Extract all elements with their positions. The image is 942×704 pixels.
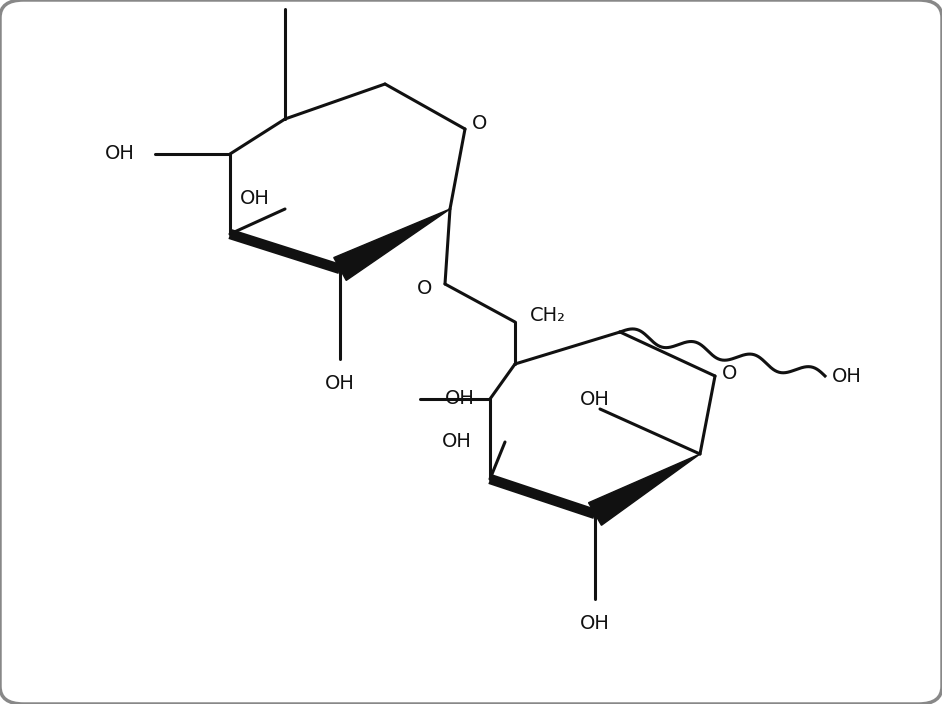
Polygon shape bbox=[333, 209, 450, 280]
Text: O: O bbox=[722, 365, 738, 384]
Text: OH: OH bbox=[832, 367, 862, 386]
Text: OH: OH bbox=[446, 389, 475, 408]
Text: OH: OH bbox=[325, 374, 355, 393]
Polygon shape bbox=[589, 454, 700, 525]
Text: OH: OH bbox=[240, 189, 270, 208]
Text: O: O bbox=[416, 279, 432, 298]
Text: CH₂: CH₂ bbox=[530, 306, 566, 325]
Text: OH: OH bbox=[106, 144, 135, 163]
Text: OH: OH bbox=[580, 614, 609, 633]
Text: OH: OH bbox=[580, 390, 609, 409]
Text: O: O bbox=[472, 115, 487, 134]
Text: OH: OH bbox=[442, 432, 472, 451]
